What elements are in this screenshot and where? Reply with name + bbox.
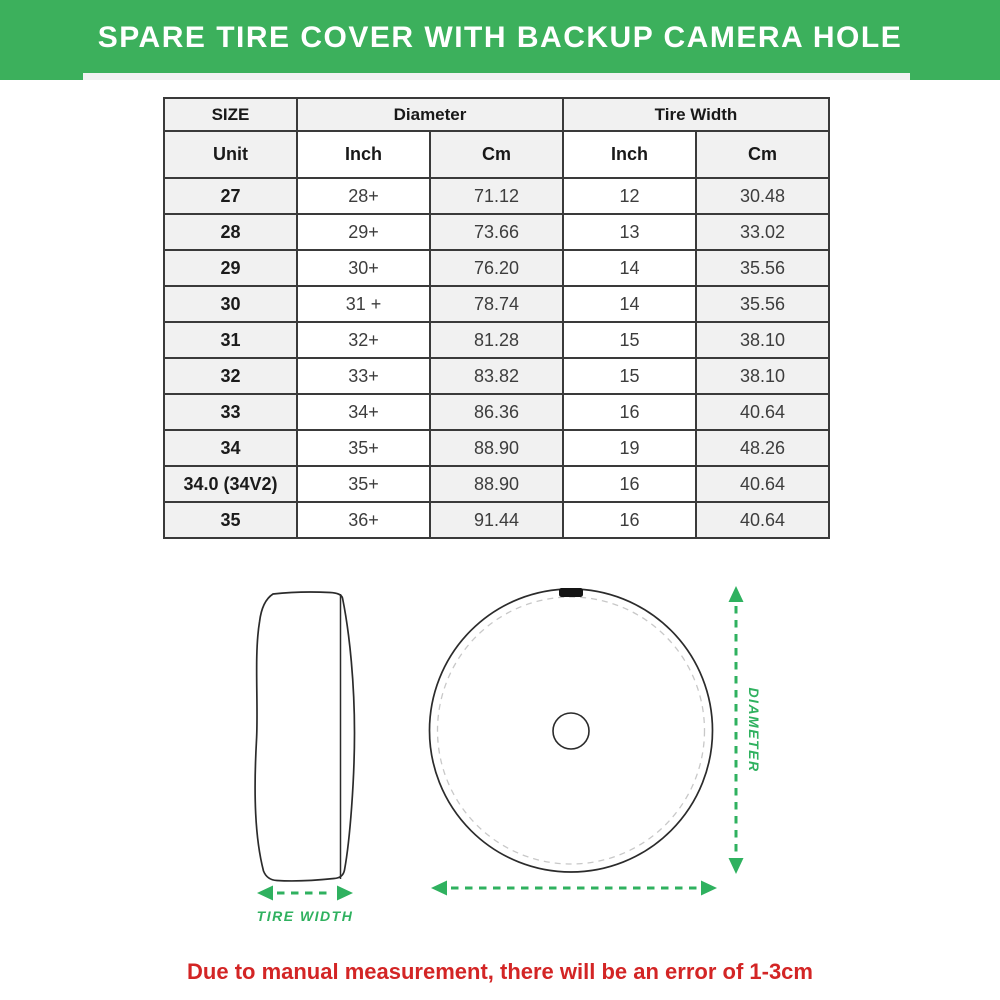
column-header-size: SIZE: [163, 97, 298, 132]
table-row: 34.0 (34V2) 35+ 88.90 16 40.64: [163, 465, 830, 503]
table-cell: 13: [562, 213, 697, 251]
table-cell: 32: [163, 357, 298, 395]
table-row: 33 34+ 86.36 16 40.64: [163, 393, 830, 431]
table-cell: 30: [163, 285, 298, 323]
table-cell: 16: [562, 501, 697, 539]
table-cell: 34+: [296, 393, 431, 431]
column-header-diameter: Diameter: [296, 97, 564, 132]
measurement-disclaimer: Due to manual measurement, there will be…: [187, 959, 813, 984]
diameter-label: DIAMETER: [746, 687, 762, 772]
table-cell: 32+: [296, 321, 431, 359]
table-cell: 35+: [296, 465, 431, 503]
table-cell: 34: [163, 429, 298, 467]
table-cell: 27: [163, 177, 298, 215]
size-chart: SIZE Diameter Tire Width Unit Inch Cm In…: [163, 97, 830, 539]
table-row: 28 29+ 73.66 13 33.02: [163, 213, 830, 251]
table-cell: 19: [562, 429, 697, 467]
table-cell: 33: [163, 393, 298, 431]
table-cell: 12: [562, 177, 697, 215]
tire-width-label: TIRE WIDTH: [257, 908, 354, 924]
tire-front-view-icon: [428, 588, 714, 873]
measurement-diagram: TIRE WIDTH DIAMETER: [254, 586, 762, 924]
table-cell: 86.36: [429, 393, 564, 431]
table-row: 31 32+ 81.28 15 38.10: [163, 321, 830, 359]
table-cell: 30.48: [695, 177, 830, 215]
diameter-vertical-arrow-icon: [728, 586, 744, 874]
table-cell: 73.66: [429, 213, 564, 251]
table-row: 35 36+ 91.44 16 40.64: [163, 501, 830, 539]
table-row: 27 28+ 71.12 12 30.48: [163, 177, 830, 215]
column-header-width-inch: Inch: [562, 130, 697, 179]
table-cell: 35+: [296, 429, 431, 467]
column-header-unit: Unit: [163, 130, 298, 179]
table-cell: 40.64: [695, 465, 830, 503]
size-table-body: 27 28+ 71.12 12 30.48 28 29+ 73.66 13 33.02 29 30+ 7…: [163, 177, 830, 539]
table-row: 32 33+ 83.82 15 38.10: [163, 357, 830, 395]
table-cell: 78.74: [429, 285, 564, 323]
table-cell: 88.90: [429, 429, 564, 467]
diameter-horizontal-arrow-icon: [431, 880, 717, 896]
tire-side-view-icon: [254, 591, 356, 882]
column-header-diameter-cm: Cm: [429, 130, 564, 179]
table-cell: 30+: [296, 249, 431, 287]
column-header-diameter-inch: Inch: [296, 130, 431, 179]
table-cell: 36+: [296, 501, 431, 539]
header-banner: SPARE TIRE COVER WITH BACKUP CAMERA HOLE: [0, 0, 1000, 80]
table-cell: 29: [163, 249, 298, 287]
table-cell: 31: [163, 321, 298, 359]
table-header-row-groups: SIZE Diameter Tire Width: [163, 97, 830, 132]
card-top-edge: [83, 73, 910, 80]
table-cell: 38.10: [695, 321, 830, 359]
table-cell: 29+: [296, 213, 431, 251]
table-cell: 88.90: [429, 465, 564, 503]
table-cell: 35: [163, 501, 298, 539]
valve-notch: [559, 588, 583, 597]
tire-width-arrow-icon: [257, 885, 353, 901]
table-header-row-units: Unit Inch Cm Inch Cm: [163, 130, 830, 179]
table-cell: 71.12: [429, 177, 564, 215]
table-cell: 76.20: [429, 249, 564, 287]
table-cell: 28+: [296, 177, 431, 215]
column-header-tire-width: Tire Width: [562, 97, 830, 132]
table-cell: 33.02: [695, 213, 830, 251]
table-row: 34 35+ 88.90 19 48.26: [163, 429, 830, 467]
table-cell: 35.56: [695, 285, 830, 323]
table-cell: 31 +: [296, 285, 431, 323]
table-cell: 16: [562, 393, 697, 431]
table-row: 30 31 +78.74 14 35.56: [163, 285, 830, 323]
table-row: 29 30+ 76.20 14 35.56: [163, 249, 830, 287]
table-cell: 28: [163, 213, 298, 251]
camera-hole: [552, 712, 590, 750]
table-cell: 40.64: [695, 501, 830, 539]
column-header-width-cm: Cm: [695, 130, 830, 179]
table-cell: 48.26: [695, 429, 830, 467]
table-cell: 16: [562, 465, 697, 503]
table-cell: 14: [562, 285, 697, 323]
table-cell: 81.28: [429, 321, 564, 359]
table-cell: 14: [562, 249, 697, 287]
table-cell: 15: [562, 357, 697, 395]
table-cell: 34.0 (34V2): [163, 465, 298, 503]
table-cell: 38.10: [695, 357, 830, 395]
table-cell: 91.44: [429, 501, 564, 539]
size-table: SIZE Diameter Tire Width Unit Inch Cm In…: [163, 97, 830, 539]
table-cell: 83.82: [429, 357, 564, 395]
table-cell: 33+: [296, 357, 431, 395]
table-cell: 15: [562, 321, 697, 359]
table-cell: 35.56: [695, 249, 830, 287]
table-cell: 40.64: [695, 393, 830, 431]
page-title: SPARE TIRE COVER WITH BACKUP CAMERA HOLE: [97, 21, 903, 54]
